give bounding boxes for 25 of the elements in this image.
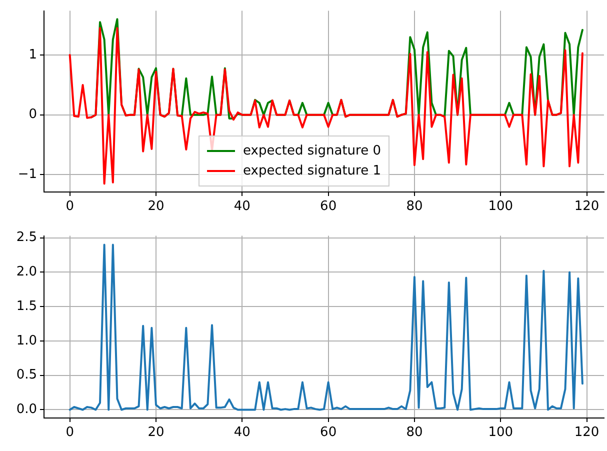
y-tick-label: 0.0 (16, 402, 37, 418)
y-tick-label: 0 (28, 107, 37, 122)
x-tick-label: 20 (148, 199, 164, 214)
x-tick-label: 120 (574, 425, 600, 440)
legend-label: expected signature 0 (243, 143, 381, 158)
x-tick-label: 100 (488, 425, 514, 440)
x-tick-label: 0 (66, 425, 74, 440)
y-tick-label: 2.5 (16, 230, 37, 246)
x-tick-label: 20 (148, 425, 164, 440)
x-tick-label: 40 (234, 199, 250, 214)
x-tick-label: 100 (488, 199, 514, 214)
x-tick-label: 80 (406, 425, 423, 440)
y-tick-label: 2.0 (16, 264, 37, 280)
x-tick-label: 80 (406, 199, 423, 214)
x-tick-label: 40 (234, 425, 250, 440)
x-tick-label: 0 (66, 199, 74, 214)
legend-label: expected signature 1 (243, 163, 381, 178)
y-tick-label: −1 (18, 167, 37, 182)
y-tick-label: 1.5 (16, 298, 37, 314)
x-tick-label: 60 (320, 425, 337, 440)
y-tick-label: 1 (28, 47, 37, 62)
x-tick-label: 60 (320, 199, 337, 214)
x-tick-label: 120 (574, 199, 600, 214)
y-tick-label: 1.0 (16, 333, 37, 348)
y-tick-label: 0.5 (16, 368, 37, 383)
